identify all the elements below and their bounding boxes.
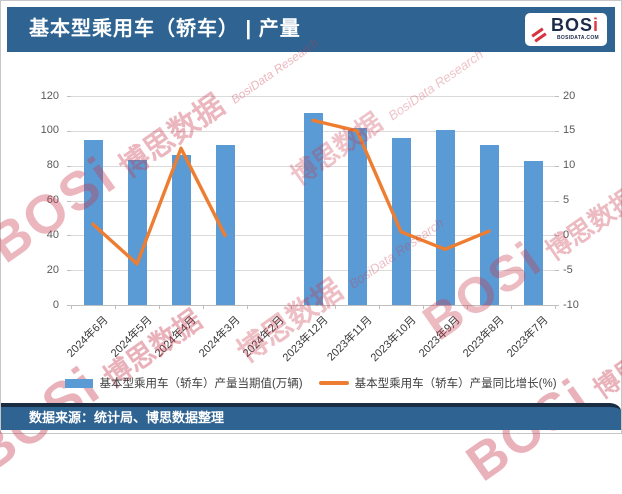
bar xyxy=(215,144,235,305)
y-axis-tick-right xyxy=(555,235,559,237)
x-axis-tick xyxy=(159,305,160,309)
x-axis-tick xyxy=(247,305,248,309)
x-axis-tick xyxy=(115,305,116,309)
y-axis-label-right: 20 xyxy=(563,89,576,102)
bar xyxy=(479,144,499,305)
bar-series-swatch xyxy=(65,378,94,388)
y-axis-label-right: -5 xyxy=(563,263,573,276)
bar xyxy=(303,112,323,305)
y-axis-label-right: -10 xyxy=(563,298,579,311)
y-axis-label-left: 40 xyxy=(46,228,59,241)
y-axis-tick-right xyxy=(555,305,559,306)
y-axis-tick-right xyxy=(555,130,559,132)
legend-item-production: 基本型乘用车（轿车）产量当期值(万辆) xyxy=(65,375,303,391)
x-axis-tick xyxy=(203,305,204,309)
gridline xyxy=(71,96,555,97)
y-axis-label-left: 0 xyxy=(52,298,59,311)
x-axis-tick xyxy=(335,305,336,309)
x-axis-tick xyxy=(291,305,292,309)
growth-line xyxy=(91,118,491,266)
line-series-label: 基本型乘用车（轿车）产量同比增长(%) xyxy=(354,378,557,390)
y-axis-tick-right xyxy=(555,270,559,272)
y-axis-tick-left xyxy=(67,96,71,97)
x-axis-tick xyxy=(423,305,424,309)
y-axis-label-right: 0 xyxy=(563,228,570,241)
bosi-logo[interactable]: BOSi BOSIDATA.COM xyxy=(525,13,607,46)
bar xyxy=(523,161,543,305)
y-axis-label-left: 60 xyxy=(46,194,59,206)
logo-site-label: BOSIDATA.COM xyxy=(556,35,599,41)
footer-bar: 数据来源：统计局、博思数据整理 xyxy=(1,403,621,430)
x-axis-tick xyxy=(467,305,468,309)
growth-line-segment xyxy=(91,146,227,266)
x-axis-tick xyxy=(71,305,72,309)
logo-text: BOSi xyxy=(551,16,599,34)
y-axis-tick-left xyxy=(67,305,71,306)
x-axis-tick xyxy=(379,305,380,309)
y-axis-tick-left xyxy=(67,235,71,237)
y-axis-label-left: 80 xyxy=(46,159,59,172)
y-axis-tick-right xyxy=(555,200,559,202)
y-axis-tick-right xyxy=(555,96,559,97)
bar xyxy=(347,128,367,305)
y-axis-tick-left xyxy=(67,165,71,167)
x-axis-tick xyxy=(555,305,556,309)
y-axis-tick-left xyxy=(67,130,71,132)
y-axis-label-left: 100 xyxy=(40,124,59,137)
y-axis-tick-right xyxy=(555,165,559,167)
y-axis-label-right: 15 xyxy=(563,124,576,137)
logo-text-suffix: i xyxy=(592,15,599,35)
bar xyxy=(391,137,411,305)
page-title: 基本型乘用车（轿车） | 产量 xyxy=(29,18,301,40)
y-axis-label-left: 20 xyxy=(46,263,59,276)
y-axis-label-left: 120 xyxy=(40,89,59,102)
legend: 基本型乘用车（轿车）产量当期值(万辆) 基本型乘用车（轿车）产量同比增长(%) xyxy=(1,374,621,392)
x-axis-line xyxy=(71,305,555,306)
chart-area: 0 20 40 60 80 100 120 -10 -5 0 5 10 15 20 2024年6月 2024年… xyxy=(1,1,621,433)
logo-text-prefix: BOS xyxy=(550,15,593,35)
source-note: 数据来源：统计局、博思数据整理 xyxy=(29,410,225,425)
y-axis-label-right: 5 xyxy=(563,194,570,206)
y-axis-label-right: 10 xyxy=(563,159,576,172)
bar-series-label: 基本型乘用车（轿车）产量当期值(万辆) xyxy=(99,378,303,390)
y-axis-tick-left xyxy=(67,270,71,272)
title-bar: 基本型乘用车（轿车） | 产量 BOSi BOSIDATA.COM xyxy=(7,7,615,52)
growth-line-segment xyxy=(311,118,491,252)
bar xyxy=(435,130,455,305)
bar xyxy=(171,155,191,305)
bar xyxy=(127,159,147,305)
line-series-swatch xyxy=(318,381,349,385)
y-axis-tick-left xyxy=(67,200,71,202)
x-axis-tick xyxy=(511,305,512,309)
bar xyxy=(83,139,103,305)
legend-item-growth: 基本型乘用车（轿车）产量同比增长(%) xyxy=(318,375,557,391)
